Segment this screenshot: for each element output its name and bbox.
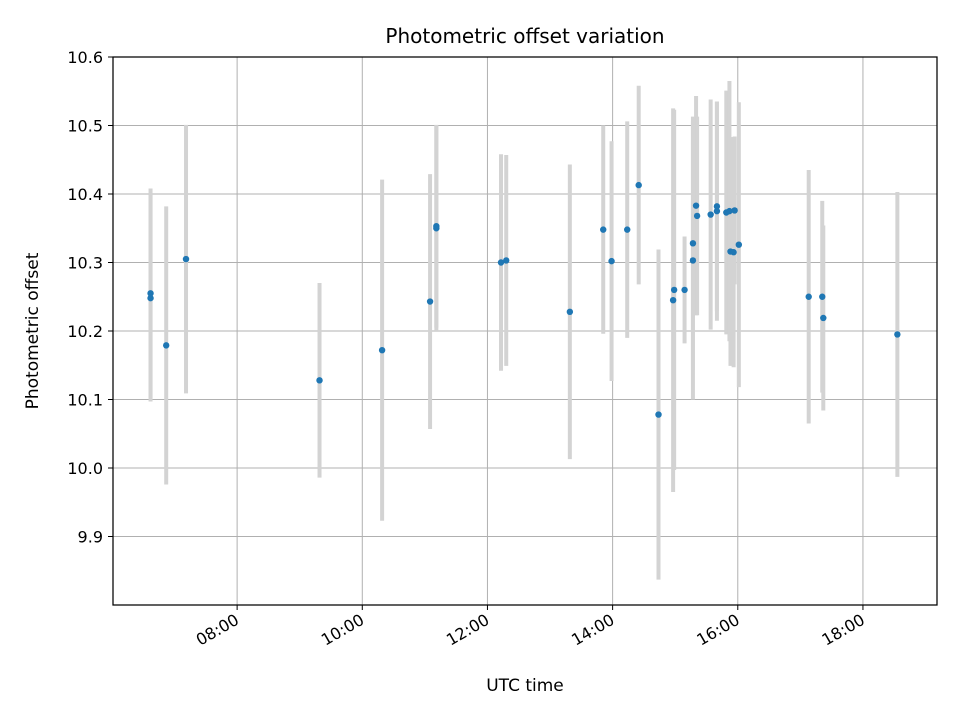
y-tick-label: 10.0: [67, 459, 103, 478]
data-point: [624, 226, 631, 233]
y-tick-label: 10.4: [67, 185, 103, 204]
data-point: [894, 331, 901, 338]
y-tick-label: 10.2: [67, 322, 103, 341]
y-tick-label: 10.3: [67, 254, 103, 273]
chart-title: Photometric offset variation: [385, 24, 664, 48]
data-point: [669, 296, 677, 304]
data-point: [819, 293, 826, 300]
data-point: [689, 257, 697, 264]
y-tick-label: 10.6: [67, 48, 103, 67]
data-point: [635, 181, 642, 189]
data-point: [503, 257, 510, 264]
data-point: [805, 293, 812, 300]
data-point: [162, 342, 170, 349]
y-tick-label: 10.5: [67, 117, 103, 136]
data-point: [378, 346, 386, 354]
data-point: [497, 259, 505, 266]
data-point: [608, 257, 615, 265]
data-points: [147, 181, 901, 418]
x-axis-label: UTC time: [486, 676, 564, 696]
data-point: [182, 255, 190, 263]
data-point: [713, 207, 721, 215]
data-point: [726, 207, 733, 215]
data-point: [566, 308, 574, 316]
data-point: [316, 377, 323, 384]
data-point: [731, 207, 738, 214]
data-point: [433, 222, 440, 230]
data-point: [735, 241, 743, 248]
data-point: [693, 212, 701, 220]
y-tick-label: 10.1: [67, 391, 103, 410]
data-point: [147, 294, 154, 302]
data-point: [730, 249, 737, 256]
data-point: [147, 290, 154, 297]
y-tick-label: 9.9: [78, 528, 103, 547]
data-point: [600, 226, 607, 233]
data-point: [655, 411, 662, 418]
data-point: [692, 202, 700, 209]
data-point: [713, 203, 721, 210]
data-point: [681, 286, 688, 294]
data-point: [820, 314, 827, 322]
data-point: [707, 211, 714, 218]
data-point: [670, 286, 678, 294]
y-axis-label: Photometric offset: [23, 252, 43, 409]
data-point: [426, 298, 434, 305]
data-point: [689, 240, 697, 247]
